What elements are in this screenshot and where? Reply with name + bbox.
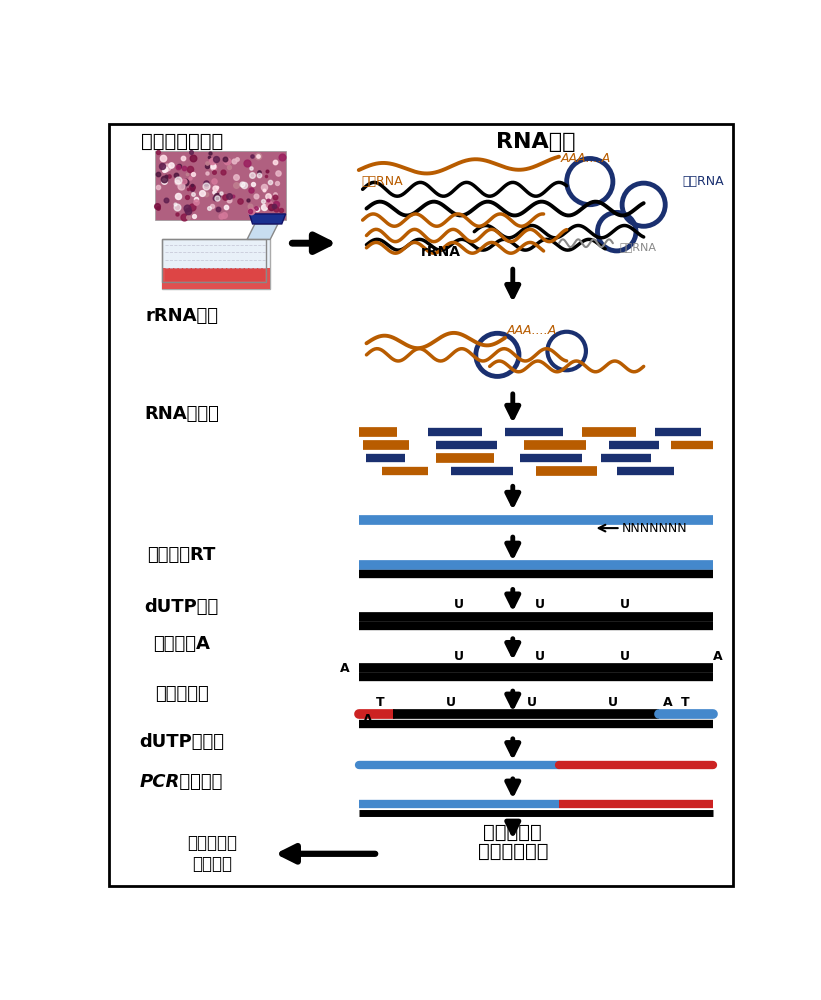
Text: PCR反应试剂: PCR反应试剂 xyxy=(140,773,223,791)
Text: U: U xyxy=(534,650,544,663)
Text: A: A xyxy=(663,696,672,709)
Text: 腺苷尾带A: 腺苷尾带A xyxy=(154,635,210,653)
FancyBboxPatch shape xyxy=(108,124,733,886)
Polygon shape xyxy=(165,268,265,281)
Text: rRNA: rRNA xyxy=(420,245,461,259)
Text: U: U xyxy=(608,696,618,709)
Text: 线性RNA: 线性RNA xyxy=(361,175,402,188)
Text: RNA片段化: RNA片段化 xyxy=(144,405,219,423)
Text: 实验验证；
功能测试: 实验验证； 功能测试 xyxy=(187,834,237,873)
Text: AAA....A: AAA....A xyxy=(561,152,611,165)
Text: A: A xyxy=(340,662,350,675)
Text: rRNA耗竭: rRNA耗竭 xyxy=(145,307,218,325)
Text: U: U xyxy=(446,696,456,709)
Text: 发光体测序: 发光体测序 xyxy=(484,823,542,842)
Text: 收集组织或细胞: 收集组织或细胞 xyxy=(140,132,222,151)
Polygon shape xyxy=(163,268,270,289)
Text: 微小RNA: 微小RNA xyxy=(619,242,656,252)
Text: A: A xyxy=(713,650,722,663)
Text: T: T xyxy=(681,696,690,709)
Text: U: U xyxy=(534,598,544,611)
Text: 接头结扎术: 接头结扎术 xyxy=(155,685,209,703)
Text: 环状RNA: 环状RNA xyxy=(682,175,724,188)
Text: dUTP合并: dUTP合并 xyxy=(144,598,219,616)
Polygon shape xyxy=(163,239,270,289)
Text: U: U xyxy=(619,598,630,611)
Text: A: A xyxy=(363,713,372,726)
Polygon shape xyxy=(247,224,278,239)
Text: 生物信息分析: 生物信息分析 xyxy=(478,842,548,861)
Polygon shape xyxy=(250,214,286,224)
Text: U: U xyxy=(527,696,537,709)
Text: T: T xyxy=(376,696,385,709)
Text: NNNNNNN: NNNNNNN xyxy=(622,522,688,535)
Text: U: U xyxy=(454,598,464,611)
Text: RNA分离: RNA分离 xyxy=(496,132,576,152)
Text: dUTP链降解: dUTP链降解 xyxy=(140,733,224,751)
Text: AAA....A: AAA....A xyxy=(507,324,557,337)
Text: U: U xyxy=(619,650,630,663)
Text: U: U xyxy=(454,650,464,663)
FancyBboxPatch shape xyxy=(154,151,286,220)
Text: 随机引物RT: 随机引物RT xyxy=(148,546,216,564)
